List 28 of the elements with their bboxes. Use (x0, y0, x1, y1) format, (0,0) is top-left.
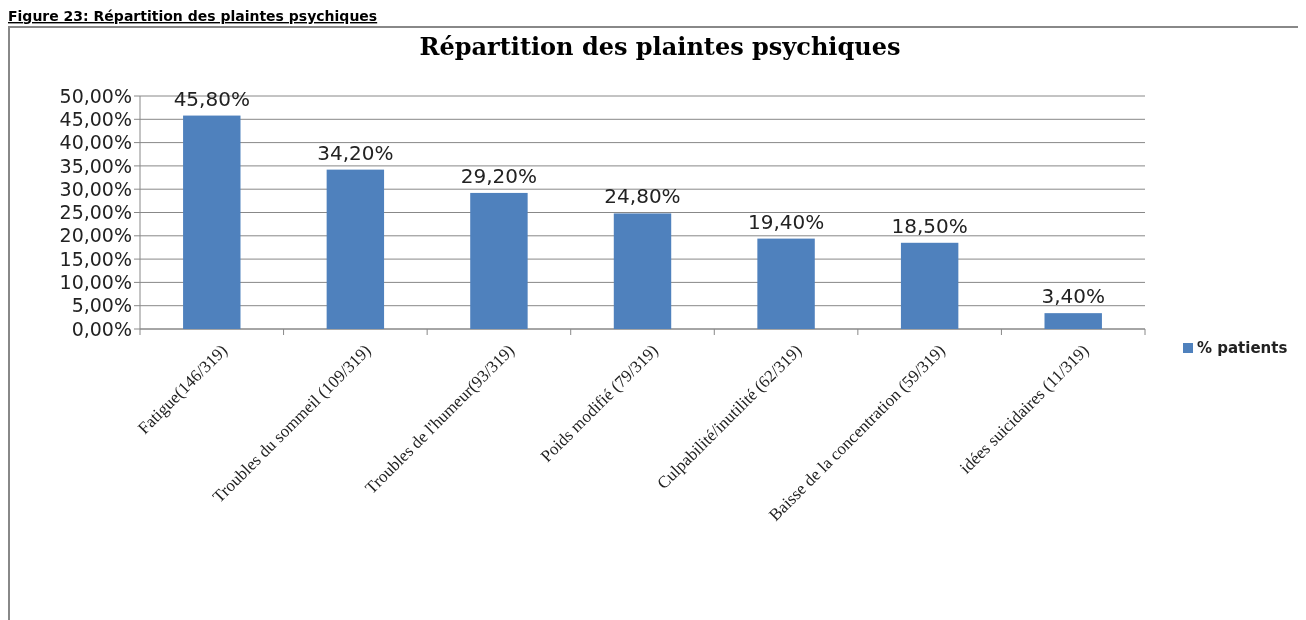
data-label: 34,20% (317, 140, 394, 165)
y-tick-label: 45,00% (59, 107, 132, 130)
data-label: 19,40% (747, 209, 825, 234)
y-tick-label: 0,00% (71, 317, 132, 340)
y-tick-label: 15,00% (59, 247, 132, 270)
y-tick-label: 30,00% (59, 177, 132, 200)
bar (900, 242, 959, 329)
bar (470, 192, 528, 329)
y-tick-label: 10,00% (59, 271, 132, 294)
data-label: 29,20% (460, 163, 538, 188)
data-label: 18,50% (891, 213, 968, 238)
bar (757, 238, 815, 329)
y-tick-label: 5,00% (71, 294, 132, 317)
data-label: 3,40% (1041, 284, 1105, 309)
chart-title: Répartition des plaintes psychiques (419, 32, 901, 61)
bar (326, 169, 385, 329)
legend-label: % patients (1197, 339, 1288, 358)
data-label: 45,80% (173, 86, 250, 111)
bar (613, 213, 672, 329)
bar (1044, 313, 1102, 329)
data-label: 24,80% (604, 184, 681, 209)
y-tick-label: 20,00% (59, 224, 132, 247)
y-tick-label: 35,00% (59, 154, 132, 177)
y-tick-label: 50,00% (59, 84, 132, 107)
y-tick-label: 25,00% (59, 201, 132, 224)
caption: Figure 23: Répartition des plaintes psychiques (8, 8, 378, 24)
bar (183, 115, 241, 329)
y-tick-label: 40,00% (59, 131, 132, 154)
